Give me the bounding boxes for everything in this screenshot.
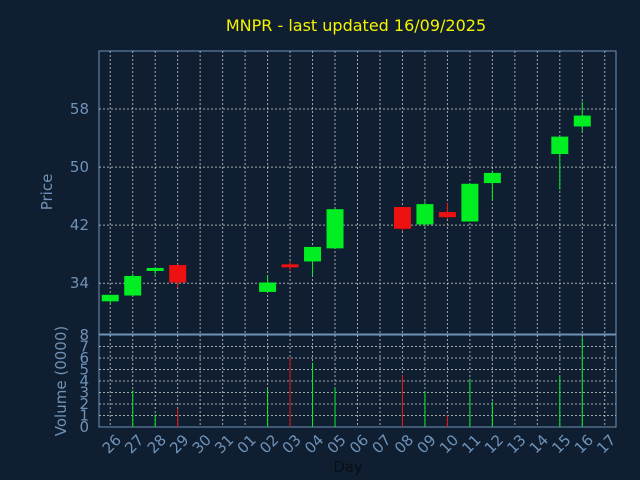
volume-tick-label: 6 — [79, 349, 89, 367]
candle-body — [461, 183, 479, 222]
price-tick-label: 50 — [70, 158, 89, 176]
price-axis-title: Price — [38, 174, 56, 211]
candle-body — [438, 212, 456, 218]
candle-body — [146, 267, 164, 271]
price-panel: 34 42 50 58 — [70, 50, 617, 335]
price-tick-label: 42 — [70, 216, 89, 234]
candle-body — [573, 115, 591, 127]
candle-body — [281, 264, 299, 268]
candle-body — [169, 265, 187, 283]
volume-tick-label: 2 — [79, 395, 89, 413]
volume-tick-label: 0 — [79, 418, 89, 436]
candle-body — [101, 294, 119, 302]
candle-body — [393, 207, 411, 229]
chart-title: MNPR - last updated 16/09/2025 — [226, 16, 486, 35]
volume-tick-label: 8 — [79, 326, 89, 344]
candle-body — [304, 246, 322, 262]
volume-tick-label: 4 — [79, 372, 89, 390]
volume-axis-title: Volume (0000) — [52, 326, 70, 436]
volume-tick-label: 3 — [79, 384, 89, 402]
price-tick-label: 58 — [70, 100, 89, 118]
volume-tick-label: 1 — [79, 407, 89, 425]
candle-body — [416, 204, 434, 225]
volume-tick-label: 5 — [79, 361, 89, 379]
candle-body — [124, 275, 142, 296]
price-tick-label: 34 — [70, 274, 89, 292]
candle-body — [326, 209, 344, 249]
candle-body — [483, 172, 501, 184]
candle-body — [551, 136, 569, 155]
candle-body — [259, 282, 277, 292]
volume-tick-label: 7 — [79, 338, 89, 356]
x-axis-title: Day — [333, 458, 363, 476]
